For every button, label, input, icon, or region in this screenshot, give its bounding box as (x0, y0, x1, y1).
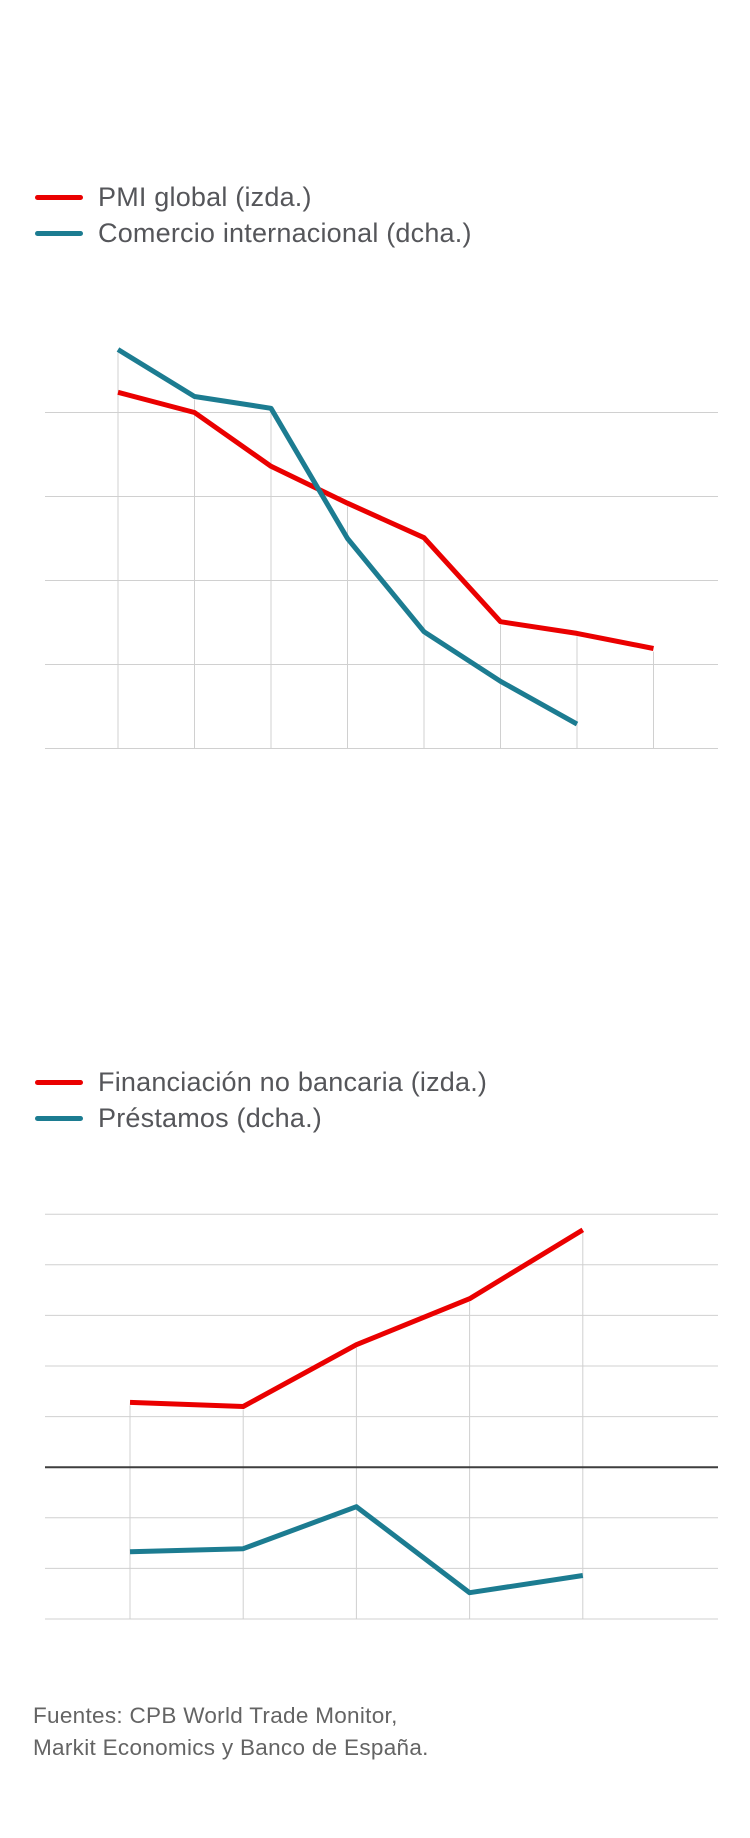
legend-swatch-red-line (35, 1079, 83, 1085)
series-line-teal (116, 347, 579, 727)
legend-swatch-red-line (35, 194, 83, 200)
legend-label: Financiación no bancaria (izda.) (98, 1066, 488, 1097)
chart-2-plot (45, 1213, 718, 1620)
source-note: Fuentes: CPB World Trade Monitor, Markit… (33, 1700, 429, 1764)
series-line-red (129, 1227, 585, 1409)
series-line-teal (129, 1504, 584, 1596)
legend-swatch-teal-line (35, 230, 83, 236)
legend-chart1: PMI global (izda.) Comercio internaciona… (35, 179, 472, 251)
legend-swatch-teal-line (35, 1115, 83, 1121)
series-line-red (117, 389, 654, 651)
legend-item-pmi-global: PMI global (izda.) (35, 179, 472, 215)
legend-label: PMI global (izda.) (98, 181, 312, 212)
chart-1-plot (45, 347, 718, 749)
legend-chart2: Financiación no bancaria (izda.) Préstam… (35, 1064, 487, 1136)
source-note-line: Fuentes: CPB World Trade Monitor, (33, 1703, 398, 1728)
legend-item-prestamos: Préstamos (dcha.) (35, 1100, 487, 1136)
legend-item-financiacion-no-bancaria: Financiación no bancaria (izda.) (35, 1064, 487, 1100)
source-note-line: Markit Economics y Banco de España. (33, 1735, 429, 1760)
legend-label: Préstamos (dcha.) (98, 1102, 322, 1133)
legend-item-comercio-internacional: Comercio internacional (dcha.) (35, 215, 472, 251)
legend-label: Comercio internacional (dcha.) (98, 217, 472, 248)
